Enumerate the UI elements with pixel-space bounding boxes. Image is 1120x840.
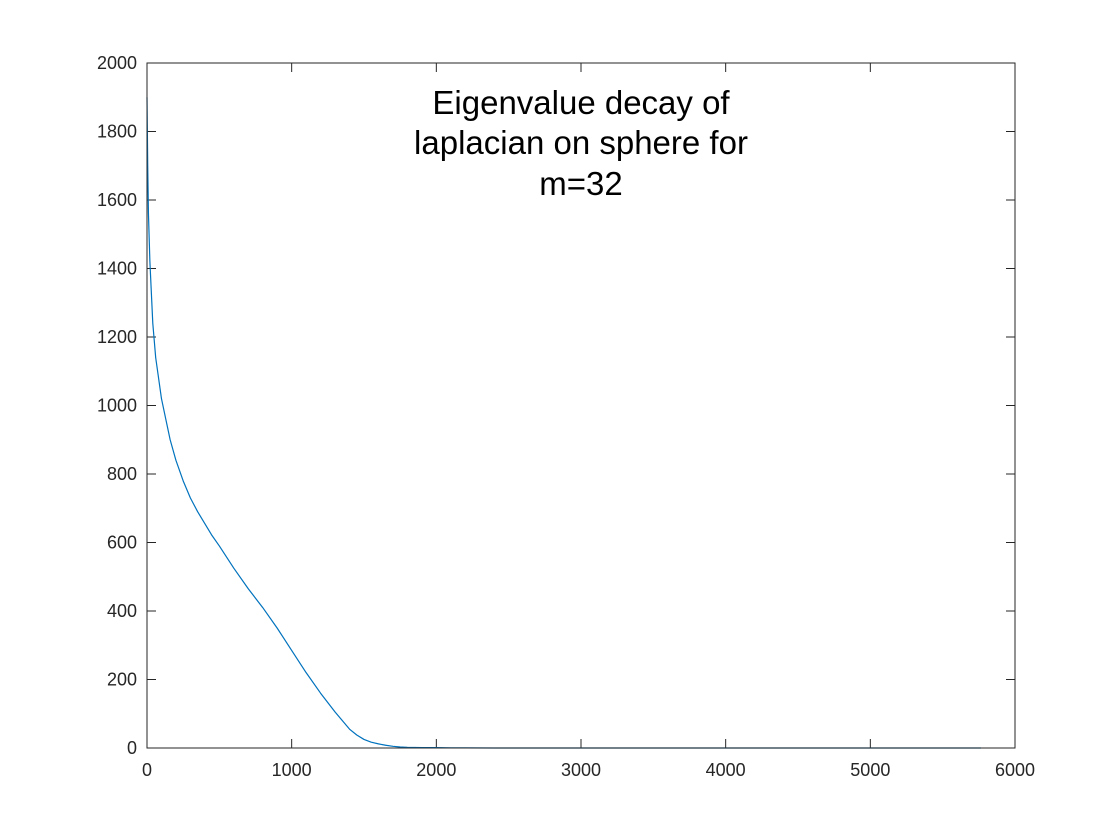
y-tick-label: 400 (107, 601, 137, 621)
x-tick-label: 5000 (850, 760, 890, 780)
y-tick-label: 1800 (97, 122, 137, 142)
x-tick-label: 0 (142, 760, 152, 780)
plot-background (147, 63, 1015, 748)
y-tick-label: 1600 (97, 190, 137, 210)
y-tick-label: 200 (107, 670, 137, 690)
y-tick-label: 1200 (97, 327, 137, 347)
y-tick-label: 0 (127, 738, 137, 758)
plot-frame (146, 62, 1016, 749)
title-line-2: laplacian on sphere for (414, 124, 748, 161)
x-tick-label: 1000 (272, 760, 312, 780)
x-tick-label: 3000 (561, 760, 601, 780)
ticks-layer: 0 1000 2000 3000 4000 5000 6000 0 200 400 600 800 10… (97, 53, 1035, 780)
title-line-1: Eigenvalue decay of (432, 84, 730, 121)
x-tick-label: 6000 (995, 760, 1035, 780)
title-line-3: m=32 (539, 165, 622, 202)
y-tick-label: 1400 (97, 259, 137, 279)
y-tick-label: 600 (107, 533, 137, 553)
x-tick-label: 2000 (416, 760, 456, 780)
y-tick-label: 1000 (97, 396, 137, 416)
y-tick-label: 800 (107, 464, 137, 484)
x-tick-label: 4000 (706, 760, 746, 780)
chart-title: Eigenvalue decay of laplacian on sphere … (414, 84, 748, 202)
y-tick-label: 2000 (97, 53, 137, 73)
